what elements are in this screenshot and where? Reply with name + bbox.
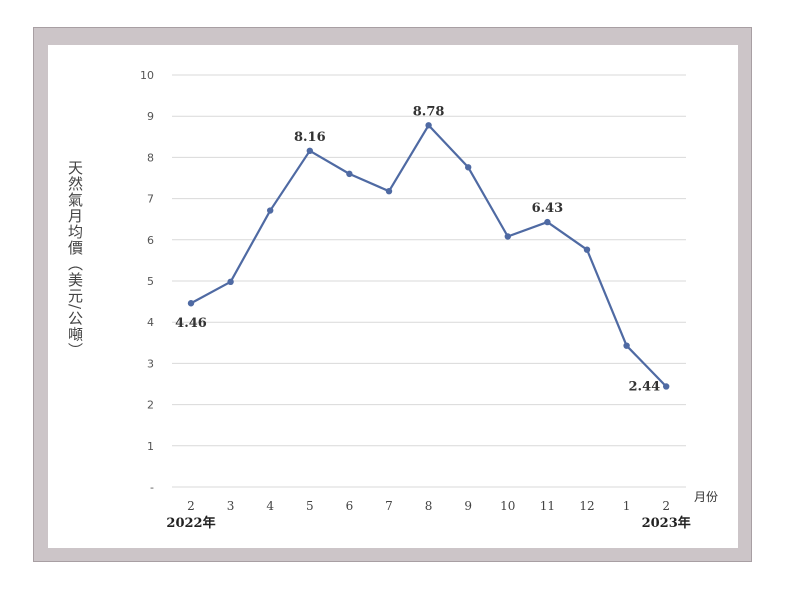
x-tick-label: 3: [227, 499, 235, 513]
y-tick-label: 2: [147, 399, 154, 412]
data-point: [385, 187, 393, 195]
data-label: 6.43: [532, 201, 564, 216]
data-labels: 4.46 8.16 8.78 6.43 2.44: [175, 104, 660, 394]
data-label: 2.44: [629, 379, 661, 394]
y-tick-label: 3: [147, 357, 154, 370]
x-tick-label: 2: [187, 499, 195, 513]
data-point: [465, 164, 472, 171]
y-tick-label: 8: [147, 151, 154, 164]
data-label: 8.78: [413, 104, 445, 119]
data-point: [583, 246, 591, 253]
x-tick-label: 8: [425, 499, 433, 513]
grid-lines: [172, 74, 686, 488]
data-point: [663, 383, 670, 390]
x-tick-label: 2: [662, 499, 670, 513]
x-tick-label: 10: [500, 499, 515, 513]
y-tick-labels: - 1 2 3 4 5 6 7 8 9 10: [140, 69, 154, 494]
y-tick-label: 7: [147, 193, 154, 206]
y-tick-label: 5: [147, 275, 154, 288]
data-point: [425, 122, 432, 129]
x-tick-labels: 2 3 4 5 6 7 8 9 10 11 12 1 2: [187, 499, 670, 513]
year-labels: 2022年 2023年: [166, 515, 690, 531]
x-tick-label: 5: [306, 499, 314, 513]
y-tick-label: 1: [147, 440, 154, 453]
x-tick-label: 11: [540, 499, 555, 513]
x-tick-label: 6: [346, 499, 354, 513]
x-tick-label: 9: [464, 499, 472, 513]
data-point: [623, 342, 630, 349]
data-point: [267, 207, 274, 214]
data-points: [187, 122, 670, 390]
year-label: 2022年: [166, 515, 215, 531]
y-axis-label: 天然氣月均價（美元/公噸）: [66, 160, 84, 359]
y-tick-label: 10: [140, 69, 154, 82]
data-point: [346, 170, 353, 178]
data-point: [544, 218, 551, 226]
y-tick-label: 6: [147, 234, 154, 247]
data-point: [227, 278, 234, 286]
series-line: [190, 124, 667, 388]
year-label: 2023年: [642, 515, 691, 531]
data-point: [306, 147, 313, 155]
data-label: 8.16: [294, 130, 326, 145]
data-label: 4.46: [175, 316, 207, 331]
chart-panel: [48, 45, 738, 548]
y-tick-label: 9: [147, 110, 154, 123]
x-tick-label: 1: [623, 499, 631, 513]
x-axis-unit: 月份: [694, 490, 718, 504]
x-tick-label: 12: [579, 499, 594, 513]
x-tick-label: 4: [266, 499, 274, 513]
y-tick-label: 4: [147, 316, 154, 329]
y-tick-label: -: [150, 481, 154, 494]
x-tick-label: 7: [385, 499, 393, 513]
data-point: [187, 300, 195, 307]
data-point: [504, 233, 511, 240]
